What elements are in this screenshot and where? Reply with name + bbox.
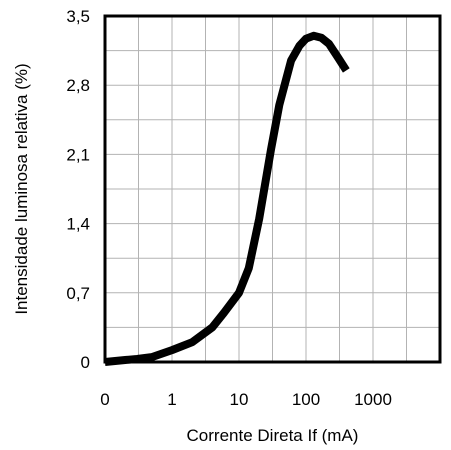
y-tick-label: 2,1 xyxy=(66,145,90,164)
y-axis-title: Intensidade luminosa relativa (%) xyxy=(12,63,31,314)
y-tick-label: 0 xyxy=(81,353,90,372)
x-tick-labels: 0 1 10 100 1000 xyxy=(100,390,392,409)
x-tick-label: 100 xyxy=(292,390,320,409)
y-tick-label: 0,7 xyxy=(66,284,90,303)
x-tick-label: 0 xyxy=(100,390,109,409)
y-tick-label: 1,4 xyxy=(66,215,90,234)
plot-frame xyxy=(103,14,442,364)
y-tick-labels: 3,5 2,8 2,1 1,4 0,7 0 xyxy=(66,7,90,372)
x-tick-label: 10 xyxy=(230,390,249,409)
series-line xyxy=(104,31,350,366)
y-tick-label: 2,8 xyxy=(66,76,90,95)
y-tick-label: 3,5 xyxy=(66,7,90,26)
x-tick-label: 1 xyxy=(167,390,176,409)
grid-lines xyxy=(105,16,440,362)
x-axis-title: Corrente Direta If (mA) xyxy=(187,426,359,445)
x-tick-label: 1000 xyxy=(354,390,392,409)
